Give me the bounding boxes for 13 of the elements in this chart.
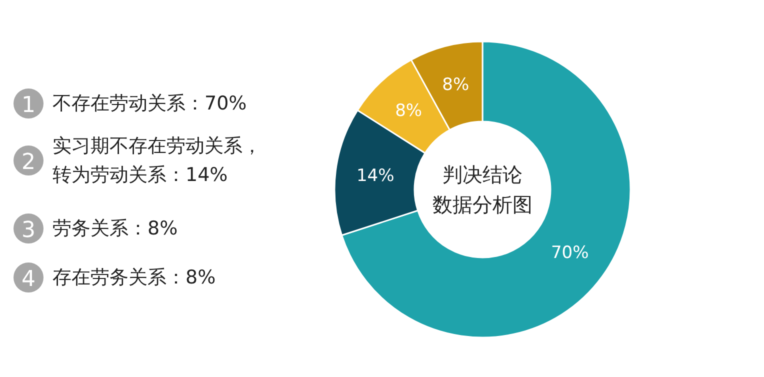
text: 劳务关系：8% — [52, 218, 178, 240]
text: 2 — [22, 150, 36, 175]
data-label: 8% — [442, 74, 470, 95]
text: 实习期不存在劳动关系，转为劳动关系：14% — [52, 135, 262, 186]
data-label: 70% — [550, 242, 589, 263]
data-label: 8% — [395, 100, 422, 121]
text: 存在劳务关系：8% — [52, 266, 216, 288]
data-label: 14% — [356, 166, 394, 186]
text: 4 — [22, 267, 36, 292]
text: 1 — [22, 93, 36, 118]
text: 判决结论数据分析图 — [432, 162, 532, 216]
text: 3 — [22, 218, 36, 243]
text: 不存在劳动关系：70% — [52, 92, 247, 114]
